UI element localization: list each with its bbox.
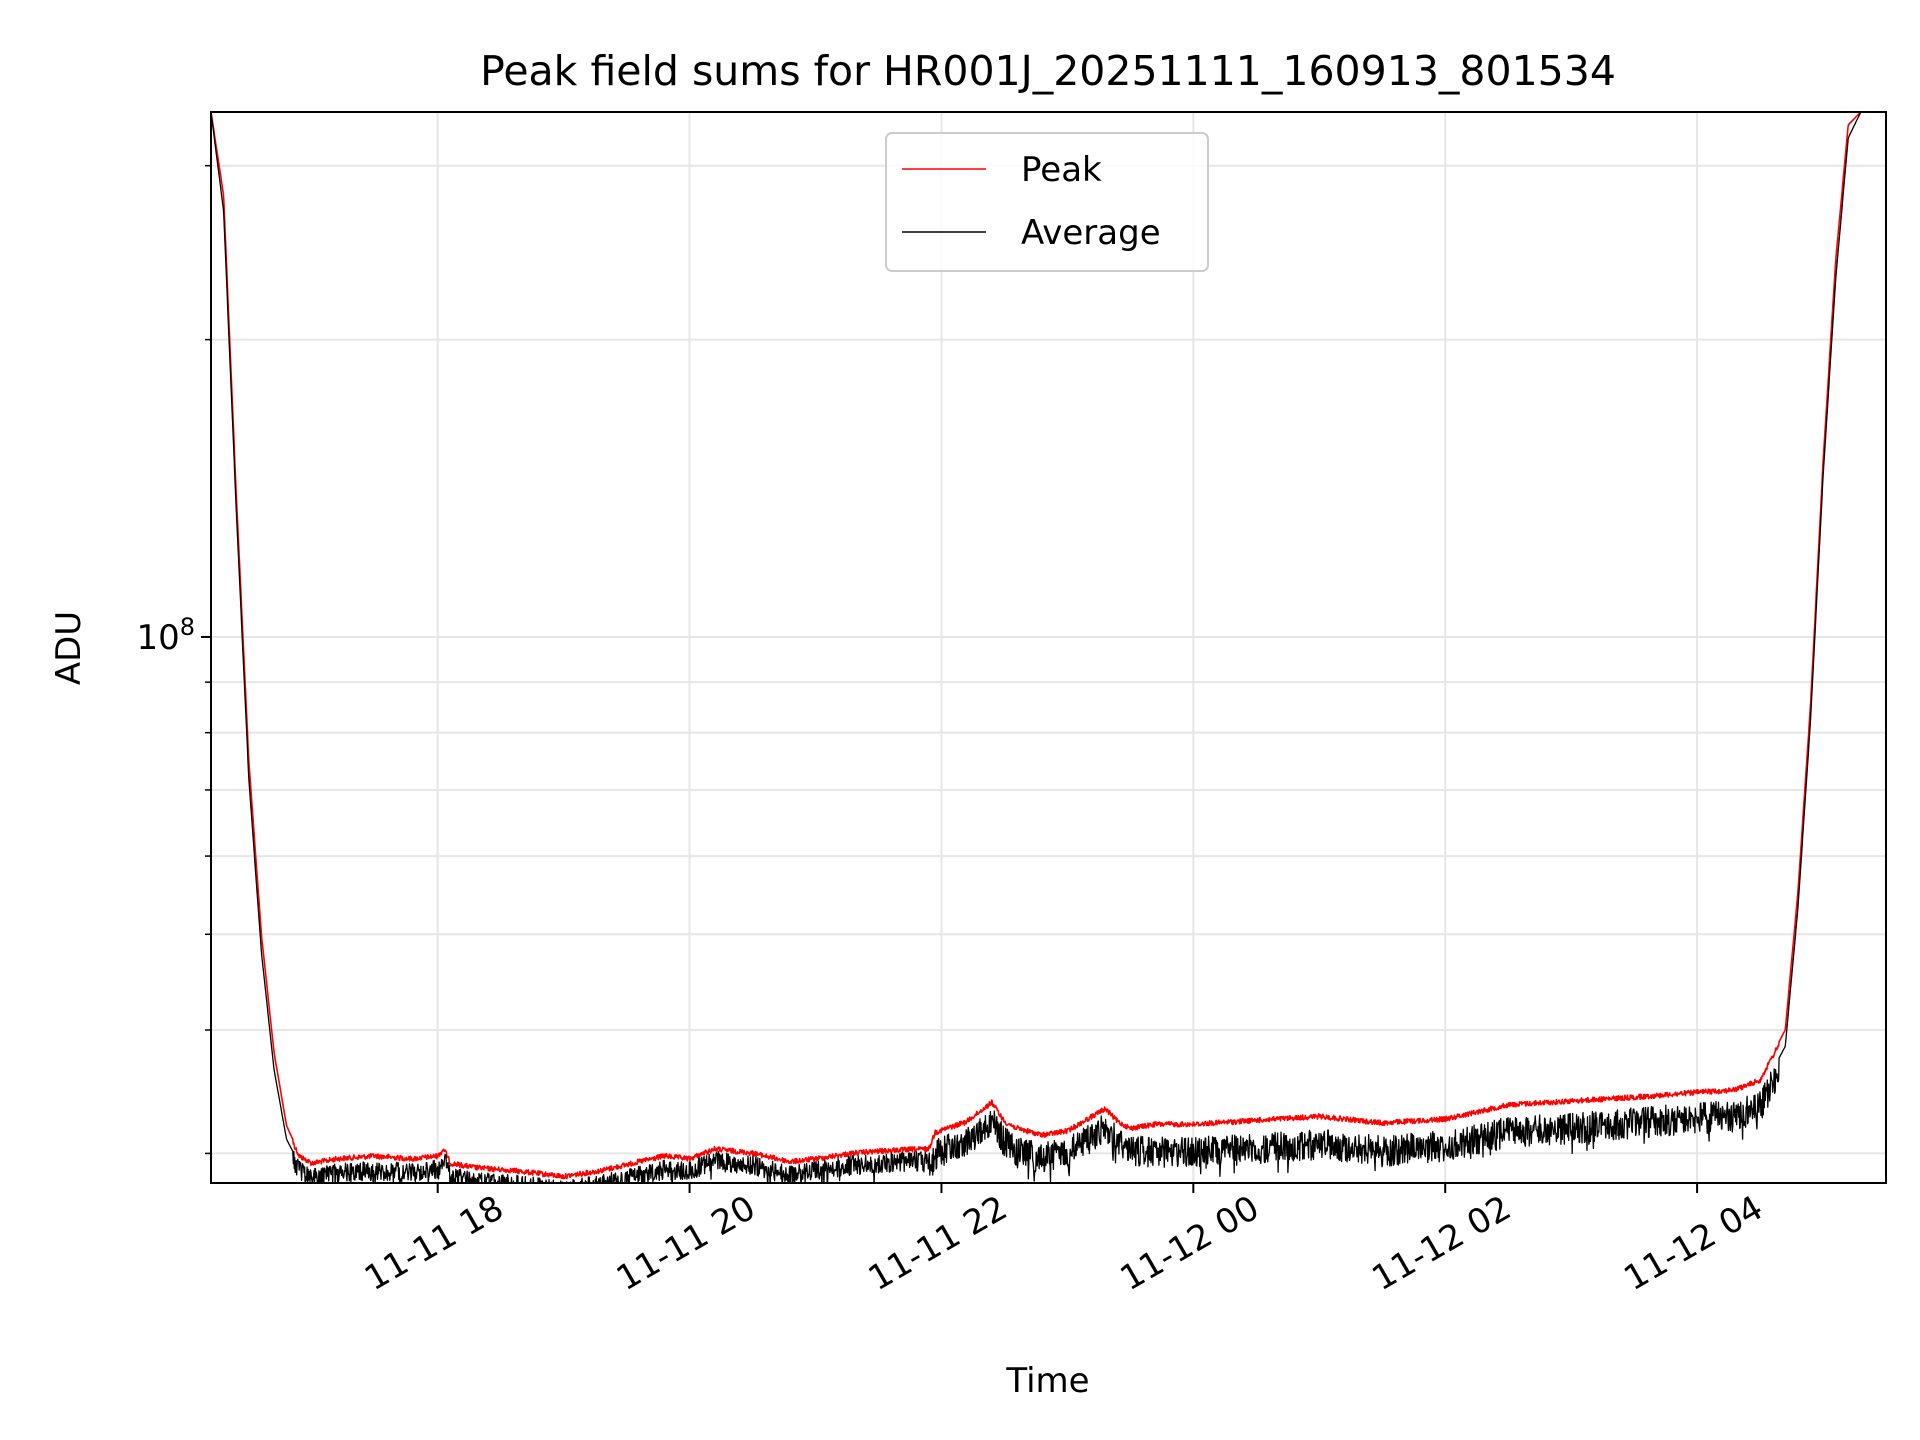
legend-peak-label: Peak (1021, 150, 1102, 190)
x-axis-label: Time (1005, 1361, 1089, 1401)
legend: Peak Average (885, 132, 1209, 272)
y-axis-ticks: 108 (136, 164, 211, 1155)
chart-title: Peak field sums for HR001J_20251111_1609… (480, 47, 1616, 95)
plot-frame (210, 111, 1887, 1184)
y-axis-label: ADU (49, 611, 89, 685)
series-line-peak (211, 112, 1886, 1180)
legend-box (885, 132, 1209, 272)
plot-area (211, 112, 1886, 1183)
series-layer (211, 112, 1886, 1183)
y-tick-label: 108 (136, 613, 195, 658)
legend-average-label: Average (1021, 213, 1161, 253)
series-line-average (211, 112, 1886, 1183)
